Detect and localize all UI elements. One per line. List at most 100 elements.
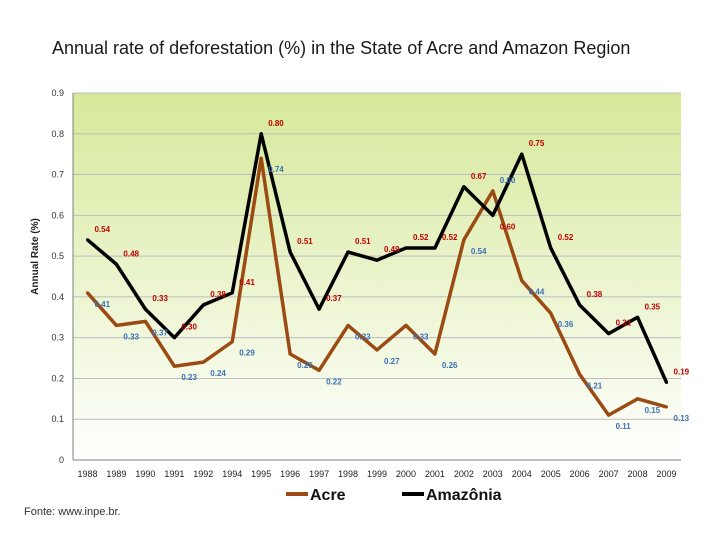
data-label-amazonia: 0.75 xyxy=(529,139,545,148)
x-tick-label: 1996 xyxy=(280,469,300,479)
data-label-amazonia: 0.37 xyxy=(326,294,342,303)
data-point-acre xyxy=(230,340,234,344)
data-point-amazonia xyxy=(578,303,582,307)
data-label-amazonia: 0.51 xyxy=(297,237,313,246)
y-tick-label: 0.1 xyxy=(51,414,64,424)
x-tick-label: 2009 xyxy=(657,469,677,479)
data-point-amazonia xyxy=(346,250,350,254)
data-label-acre: 0.36 xyxy=(558,320,574,329)
x-tick-label: 2007 xyxy=(599,469,619,479)
data-label-amazonia: 0.33 xyxy=(152,294,168,303)
data-point-amazonia xyxy=(520,152,524,156)
data-point-acre xyxy=(665,405,669,409)
data-point-acre xyxy=(549,311,553,315)
x-tick-label: 2000 xyxy=(396,469,416,479)
data-label-amazonia: 0.49 xyxy=(384,245,400,254)
x-tick-label: 2001 xyxy=(425,469,445,479)
y-tick-label: 0 xyxy=(59,455,64,465)
data-label-acre: 0.33 xyxy=(355,332,371,341)
data-point-amazonia xyxy=(230,291,234,295)
data-point-acre xyxy=(172,364,176,368)
x-tick-label: 1997 xyxy=(309,469,329,479)
y-tick-label: 0.9 xyxy=(51,88,64,98)
x-tick-label: 2003 xyxy=(483,469,503,479)
data-point-amazonia xyxy=(288,250,292,254)
data-label-acre: 0.24 xyxy=(210,369,226,378)
data-label-amazonia: 0.52 xyxy=(442,233,458,242)
data-point-amazonia xyxy=(404,246,408,250)
data-label-acre: 0.15 xyxy=(645,406,661,415)
y-tick-label: 0.8 xyxy=(51,129,64,139)
data-point-acre xyxy=(636,397,640,401)
y-tick-label: 0.6 xyxy=(51,210,64,220)
data-label-acre: 0.11 xyxy=(616,422,632,431)
data-label-amazonia: 0.19 xyxy=(674,368,690,377)
x-tick-label: 2002 xyxy=(454,469,474,479)
x-tick-label: 2008 xyxy=(628,469,648,479)
data-point-amazonia xyxy=(636,315,640,319)
data-label-amazonia: 0.51 xyxy=(355,237,371,246)
x-tick-label: 1992 xyxy=(193,469,213,479)
data-label-amazonia: 0.54 xyxy=(94,225,110,234)
data-point-acre xyxy=(578,372,582,376)
data-point-amazonia xyxy=(259,132,263,136)
data-label-acre: 0.29 xyxy=(239,349,255,358)
data-label-acre: 0.33 xyxy=(413,332,429,341)
y-tick-label: 0.2 xyxy=(51,373,64,383)
data-label-amazonia: 0.30 xyxy=(181,323,197,332)
data-label-acre: 0.13 xyxy=(674,414,690,423)
data-point-amazonia xyxy=(665,381,669,385)
plot-area xyxy=(73,93,681,460)
data-label-amazonia: 0.48 xyxy=(123,249,139,258)
data-label-amazonia: 0.41 xyxy=(239,278,255,287)
data-label-acre: 0.26 xyxy=(297,361,313,370)
data-point-acre xyxy=(520,279,524,283)
legend-label-acre: Acre xyxy=(310,487,346,504)
data-label-amazonia: 0.80 xyxy=(268,119,284,128)
data-label-amazonia: 0.35 xyxy=(645,302,661,311)
data-point-acre xyxy=(114,323,118,327)
data-label-acre: 0.60 xyxy=(500,176,516,185)
x-tick-label: 1988 xyxy=(77,469,97,479)
data-point-acre xyxy=(143,319,147,323)
data-label-acre: 0.21 xyxy=(587,381,603,390)
data-label-acre: 0.27 xyxy=(384,357,400,366)
data-point-amazonia xyxy=(491,213,495,217)
data-label-acre: 0.74 xyxy=(268,165,284,174)
data-label-amazonia: 0.60 xyxy=(500,222,516,231)
data-label-acre: 0.23 xyxy=(181,373,197,382)
source-footer: Fonte: www.inpe.br. xyxy=(24,506,121,518)
data-point-amazonia xyxy=(433,246,437,250)
data-label-amazonia: 0.52 xyxy=(413,233,429,242)
y-tick-label: 0.3 xyxy=(51,333,64,343)
data-label-amazonia: 0.67 xyxy=(471,172,487,181)
data-point-amazonia xyxy=(317,307,321,311)
x-tick-label: 1991 xyxy=(164,469,184,479)
data-point-acre xyxy=(404,323,408,327)
data-point-acre xyxy=(201,360,205,364)
data-point-amazonia xyxy=(172,336,176,340)
data-point-amazonia xyxy=(549,246,553,250)
y-axis-title: Annual Rate (%) xyxy=(30,218,41,295)
data-label-amazonia: 0.31 xyxy=(616,319,632,328)
x-tick-label: 1998 xyxy=(338,469,358,479)
data-point-amazonia xyxy=(607,332,611,336)
data-label-acre: 0.33 xyxy=(123,332,139,341)
data-point-amazonia xyxy=(201,303,205,307)
data-point-acre xyxy=(85,291,89,295)
data-label-acre: 0.26 xyxy=(442,361,458,370)
x-tick-label: 1994 xyxy=(222,469,242,479)
chart-title: Annual rate of deforestation (%) in the … xyxy=(52,38,631,58)
data-point-acre xyxy=(259,156,263,160)
data-point-amazonia xyxy=(114,262,118,266)
x-tick-label: 2005 xyxy=(541,469,561,479)
data-label-acre: 0.54 xyxy=(471,247,487,256)
data-point-amazonia xyxy=(462,185,466,189)
data-point-acre xyxy=(462,238,466,242)
data-point-acre xyxy=(317,368,321,372)
x-tick-label: 1990 xyxy=(135,469,155,479)
data-point-acre xyxy=(491,189,495,193)
x-tick-label: 2004 xyxy=(512,469,532,479)
data-point-amazonia xyxy=(143,307,147,311)
